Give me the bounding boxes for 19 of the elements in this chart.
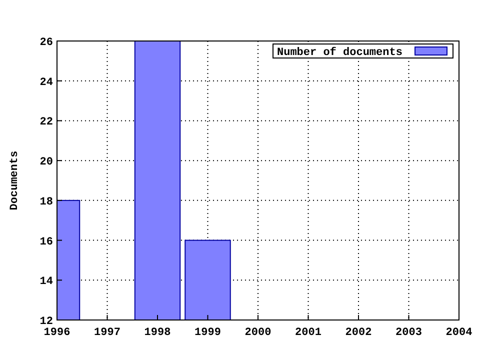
x-tick-label: 2004 xyxy=(446,327,473,339)
y-tick-label: 26 xyxy=(40,37,53,49)
y-tick-label: 16 xyxy=(40,236,53,248)
y-axis-title: Documents xyxy=(9,150,21,210)
x-tick-label: 1996 xyxy=(44,327,70,339)
y-tick-label: 14 xyxy=(40,276,54,288)
y-tick-label: 12 xyxy=(40,316,53,328)
legend-label: Number of documents xyxy=(277,46,402,59)
y-tick-label: 20 xyxy=(40,156,53,169)
y-tick-label: 24 xyxy=(40,76,54,89)
x-tick-label: 1999 xyxy=(194,327,221,339)
x-tick-label: 1998 xyxy=(144,327,172,339)
y-tick-label: 18 xyxy=(40,196,54,208)
x-tick-label: 1997 xyxy=(94,327,120,339)
x-tick-label: 2001 xyxy=(295,327,322,339)
x-tick-label: 2000 xyxy=(244,327,272,339)
x-tick-label: 2003 xyxy=(396,327,422,339)
y-tick-label: 22 xyxy=(40,116,53,129)
x-tick-label: 2002 xyxy=(345,327,372,339)
